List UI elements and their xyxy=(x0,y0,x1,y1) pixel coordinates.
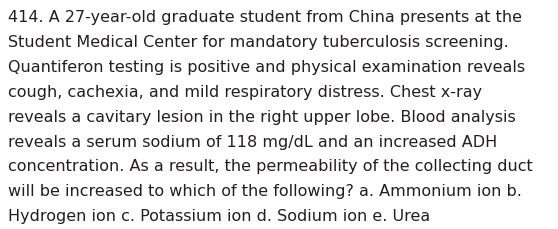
Text: Quantiferon testing is positive and physical examination reveals: Quantiferon testing is positive and phys… xyxy=(8,60,525,75)
Text: Student Medical Center for mandatory tuberculosis screening.: Student Medical Center for mandatory tub… xyxy=(8,35,508,50)
Text: reveals a cavitary lesion in the right upper lobe. Blood analysis: reveals a cavitary lesion in the right u… xyxy=(8,109,516,124)
Text: reveals a serum sodium of 118 mg/dL and an increased ADH: reveals a serum sodium of 118 mg/dL and … xyxy=(8,134,497,149)
Text: 414. A 27-year-old graduate student from China presents at the: 414. A 27-year-old graduate student from… xyxy=(8,10,522,25)
Text: will be increased to which of the following? a. Ammonium ion b.: will be increased to which of the follow… xyxy=(8,183,522,198)
Text: cough, cachexia, and mild respiratory distress. Chest x-ray: cough, cachexia, and mild respiratory di… xyxy=(8,85,482,99)
Text: Hydrogen ion c. Potassium ion d. Sodium ion e. Urea: Hydrogen ion c. Potassium ion d. Sodium … xyxy=(8,208,430,223)
Text: concentration. As a result, the permeability of the collecting duct: concentration. As a result, the permeabi… xyxy=(8,159,532,174)
